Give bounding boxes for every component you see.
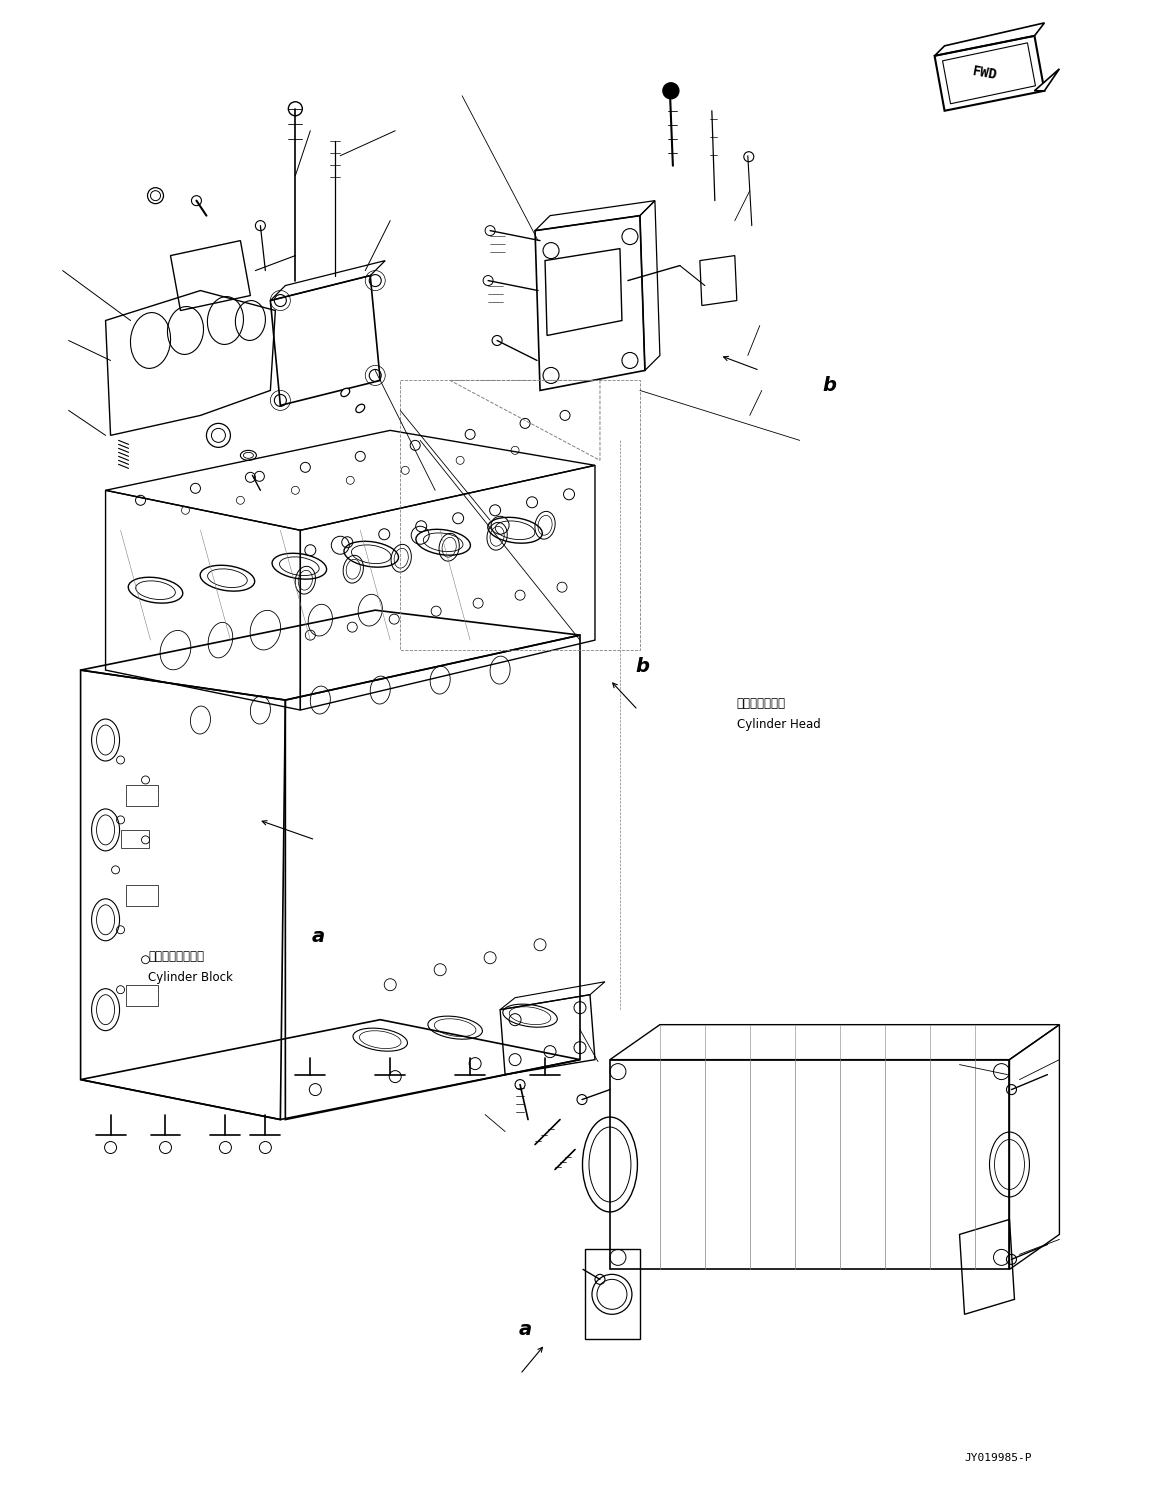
Text: b: b xyxy=(822,376,836,395)
Text: a: a xyxy=(519,1320,532,1339)
Text: b: b xyxy=(635,658,649,675)
Ellipse shape xyxy=(356,404,365,413)
Bar xyxy=(126,984,157,1006)
Text: シリンダブロック: シリンダブロック xyxy=(148,950,204,963)
Ellipse shape xyxy=(341,388,350,397)
Text: Cylinder Head: Cylinder Head xyxy=(737,719,820,731)
Polygon shape xyxy=(1035,69,1059,91)
Bar xyxy=(126,884,157,907)
Text: FWD: FWD xyxy=(971,64,998,82)
Circle shape xyxy=(663,83,679,98)
Text: シリンダヘッド: シリンダヘッド xyxy=(737,698,785,710)
Bar xyxy=(120,830,149,848)
Text: a: a xyxy=(312,926,325,945)
Text: Cylinder Block: Cylinder Block xyxy=(148,971,233,984)
Text: JY019985-P: JY019985-P xyxy=(964,1454,1031,1463)
Bar xyxy=(126,784,157,807)
